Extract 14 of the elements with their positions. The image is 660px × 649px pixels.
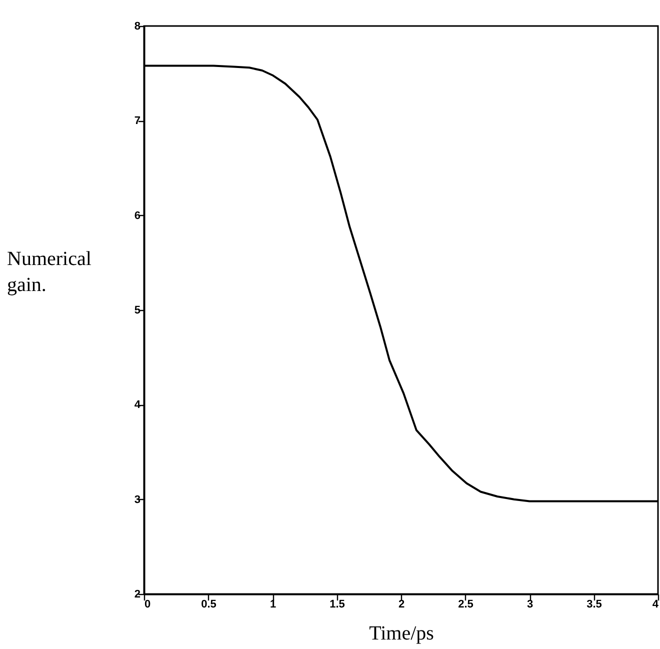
x-tick-label: 3.5	[586, 598, 602, 610]
y-tick-label: 7	[134, 115, 140, 128]
y-axis-title: Numerical gain.	[7, 248, 92, 296]
x-tick-label: 0.5	[201, 598, 216, 610]
x-tick-label: 2	[398, 598, 405, 610]
x-tick-label: 0	[144, 598, 151, 610]
x-tick-label: 4	[652, 598, 660, 610]
y-tick-label: 2	[134, 588, 140, 600]
x-tick-label: 2.5	[458, 598, 474, 610]
x-tick-label: 1.5	[330, 598, 345, 610]
x-axis-title: Time/ps	[369, 622, 434, 644]
x-tick-label: 3	[526, 598, 534, 610]
x-tick-label: 1	[270, 598, 276, 610]
y-tick-label: 3	[134, 494, 140, 506]
